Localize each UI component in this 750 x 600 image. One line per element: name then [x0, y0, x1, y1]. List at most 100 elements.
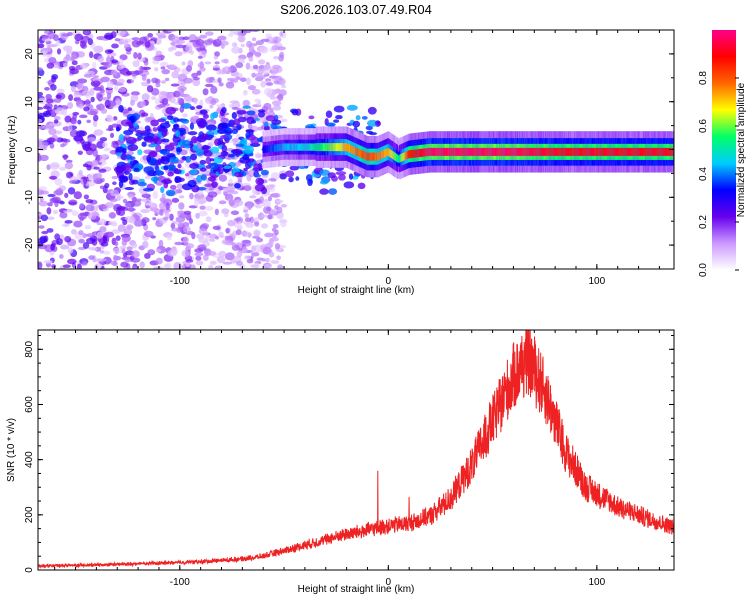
- heatmap-cell: [176, 146, 183, 153]
- heatmap-cell: [92, 159, 98, 166]
- heatmap-cell: [60, 143, 66, 148]
- ridge-cell: [331, 143, 333, 152]
- heatmap-cell: [205, 156, 212, 165]
- heatmap-cell: [93, 166, 100, 170]
- ridge-cell: [344, 143, 347, 152]
- heatmap-cell: [93, 129, 104, 136]
- heatmap-cell: [222, 165, 232, 169]
- heatmap-cell: [173, 169, 182, 174]
- ridge-cell: [285, 143, 288, 151]
- ridge-cell: [384, 149, 387, 158]
- ridge-cell: [573, 147, 575, 156]
- spectrogram-y-tick-label: 10: [24, 96, 35, 108]
- ridge-cell: [321, 143, 324, 152]
- heatmap-cell: [38, 67, 43, 72]
- heatmap-cell: [38, 188, 44, 196]
- heatmap-cell: [105, 128, 115, 132]
- heatmap-cell: [118, 105, 124, 113]
- heatmap-cell: [56, 48, 62, 55]
- heatmap-cell: [248, 56, 254, 62]
- heatmap-cell: [209, 238, 216, 242]
- heatmap-cell: [59, 211, 68, 219]
- heatmap-cell: [168, 47, 174, 52]
- ridge-cell: [659, 147, 662, 156]
- ridge-cell: [601, 147, 603, 156]
- heatmap-cell: [178, 195, 185, 199]
- heatmap-cell: [182, 225, 191, 233]
- ridge-cell: [316, 143, 319, 152]
- heatmap-cell: [92, 119, 98, 128]
- ridge-cell: [406, 151, 408, 160]
- heatmap-cell: [39, 235, 48, 244]
- heatmap-cell: [244, 145, 254, 154]
- heatmap-cell: [48, 44, 58, 48]
- heatmap-cell: [215, 266, 221, 269]
- heatmap-cell: [272, 100, 282, 106]
- heatmap-cell: [325, 122, 336, 127]
- heatmap-cell: [212, 67, 220, 71]
- ridge-cell: [334, 143, 337, 152]
- ridge-cell: [390, 150, 393, 159]
- heatmap-cell: [182, 36, 190, 41]
- heatmap-cell: [174, 51, 183, 57]
- heatmap-cell: [189, 192, 194, 200]
- heatmap-cell: [177, 210, 184, 214]
- ridge-cell: [491, 147, 494, 156]
- ridge-cell: [546, 147, 548, 156]
- heatmap-cell: [153, 67, 159, 72]
- ridge-cell: [349, 144, 351, 153]
- heatmap-cell: [220, 134, 229, 139]
- ridge-cell: [477, 147, 479, 156]
- heatmap-cell: [221, 107, 227, 114]
- heatmap-cell: [133, 122, 138, 127]
- ridge-cell: [388, 148, 391, 157]
- heatmap-cell: [199, 66, 206, 72]
- heatmap-cell: [200, 174, 207, 181]
- heatmap-cell: [138, 178, 145, 183]
- heatmap-cell: [264, 257, 270, 263]
- heatmap-cell: [65, 173, 72, 179]
- heatmap-cell: [129, 216, 136, 224]
- heatmap-cell: [221, 208, 230, 215]
- ridge-cell: [342, 143, 345, 152]
- heatmap-cell: [265, 36, 275, 44]
- heatmap-cell: [194, 199, 200, 207]
- ridge-cell: [513, 147, 516, 156]
- heatmap-cell: [254, 221, 260, 227]
- heatmap-cell: [75, 130, 86, 137]
- heatmap-cell: [108, 221, 113, 226]
- heatmap-cell: [260, 169, 269, 176]
- heatmap-cell: [73, 91, 82, 98]
- heatmap-cell: [236, 110, 247, 115]
- heatmap-cell: [230, 210, 240, 216]
- ridge-cell: [639, 147, 642, 156]
- heatmap-cell: [131, 179, 139, 185]
- ridge-cell: [533, 147, 536, 156]
- heatmap-cell: [166, 115, 174, 120]
- heatmap-cell: [83, 194, 90, 200]
- ridge-cell: [567, 147, 570, 156]
- heatmap-cell: [118, 175, 129, 183]
- heatmap-cell: [228, 198, 235, 207]
- ridge-cell: [460, 147, 463, 156]
- heatmap-cell: [250, 252, 260, 257]
- ridge-cell: [271, 144, 274, 153]
- ridge-cell: [478, 147, 480, 156]
- heatmap-cell: [107, 49, 114, 53]
- ridge-cell: [590, 147, 593, 156]
- ridge-cell: [322, 143, 325, 152]
- heatmap-cell: [82, 163, 89, 168]
- heatmap-cell: [165, 202, 170, 211]
- ridge-cell: [447, 147, 449, 156]
- ridge-cell: [453, 147, 455, 156]
- heatmap-cell: [110, 189, 120, 197]
- heatmap-cell: [53, 98, 62, 103]
- heatmap-cell: [233, 217, 242, 222]
- heatmap-cell: [255, 177, 264, 186]
- ridge-cell: [640, 147, 643, 156]
- ridge-cell: [298, 143, 301, 151]
- heatmap-cell: [268, 177, 277, 182]
- ridge-cell: [479, 147, 481, 156]
- ridge-cell: [469, 147, 472, 156]
